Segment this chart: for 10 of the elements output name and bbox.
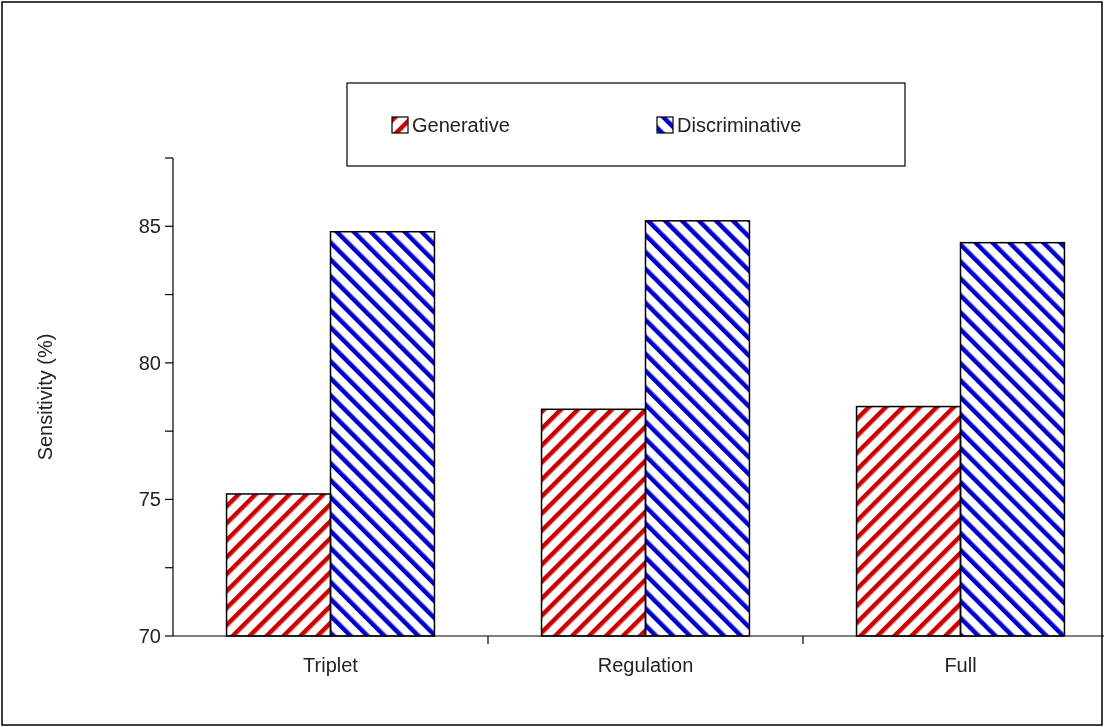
legend-label: Generative [412,114,510,136]
x-tick-label: Triplet [303,654,359,676]
y-axis-title: Sensitivity (%) [34,333,56,461]
y-tick-label: 75 [138,488,161,511]
legend-label: Discriminative [677,114,802,136]
y-tick-label: 85 [138,215,161,238]
y-tick-label: 80 [138,351,161,374]
x-tick-label: Full [944,654,977,676]
x-tick-label: Regulation [597,654,694,676]
y-tick-label: 70 [138,625,161,647]
